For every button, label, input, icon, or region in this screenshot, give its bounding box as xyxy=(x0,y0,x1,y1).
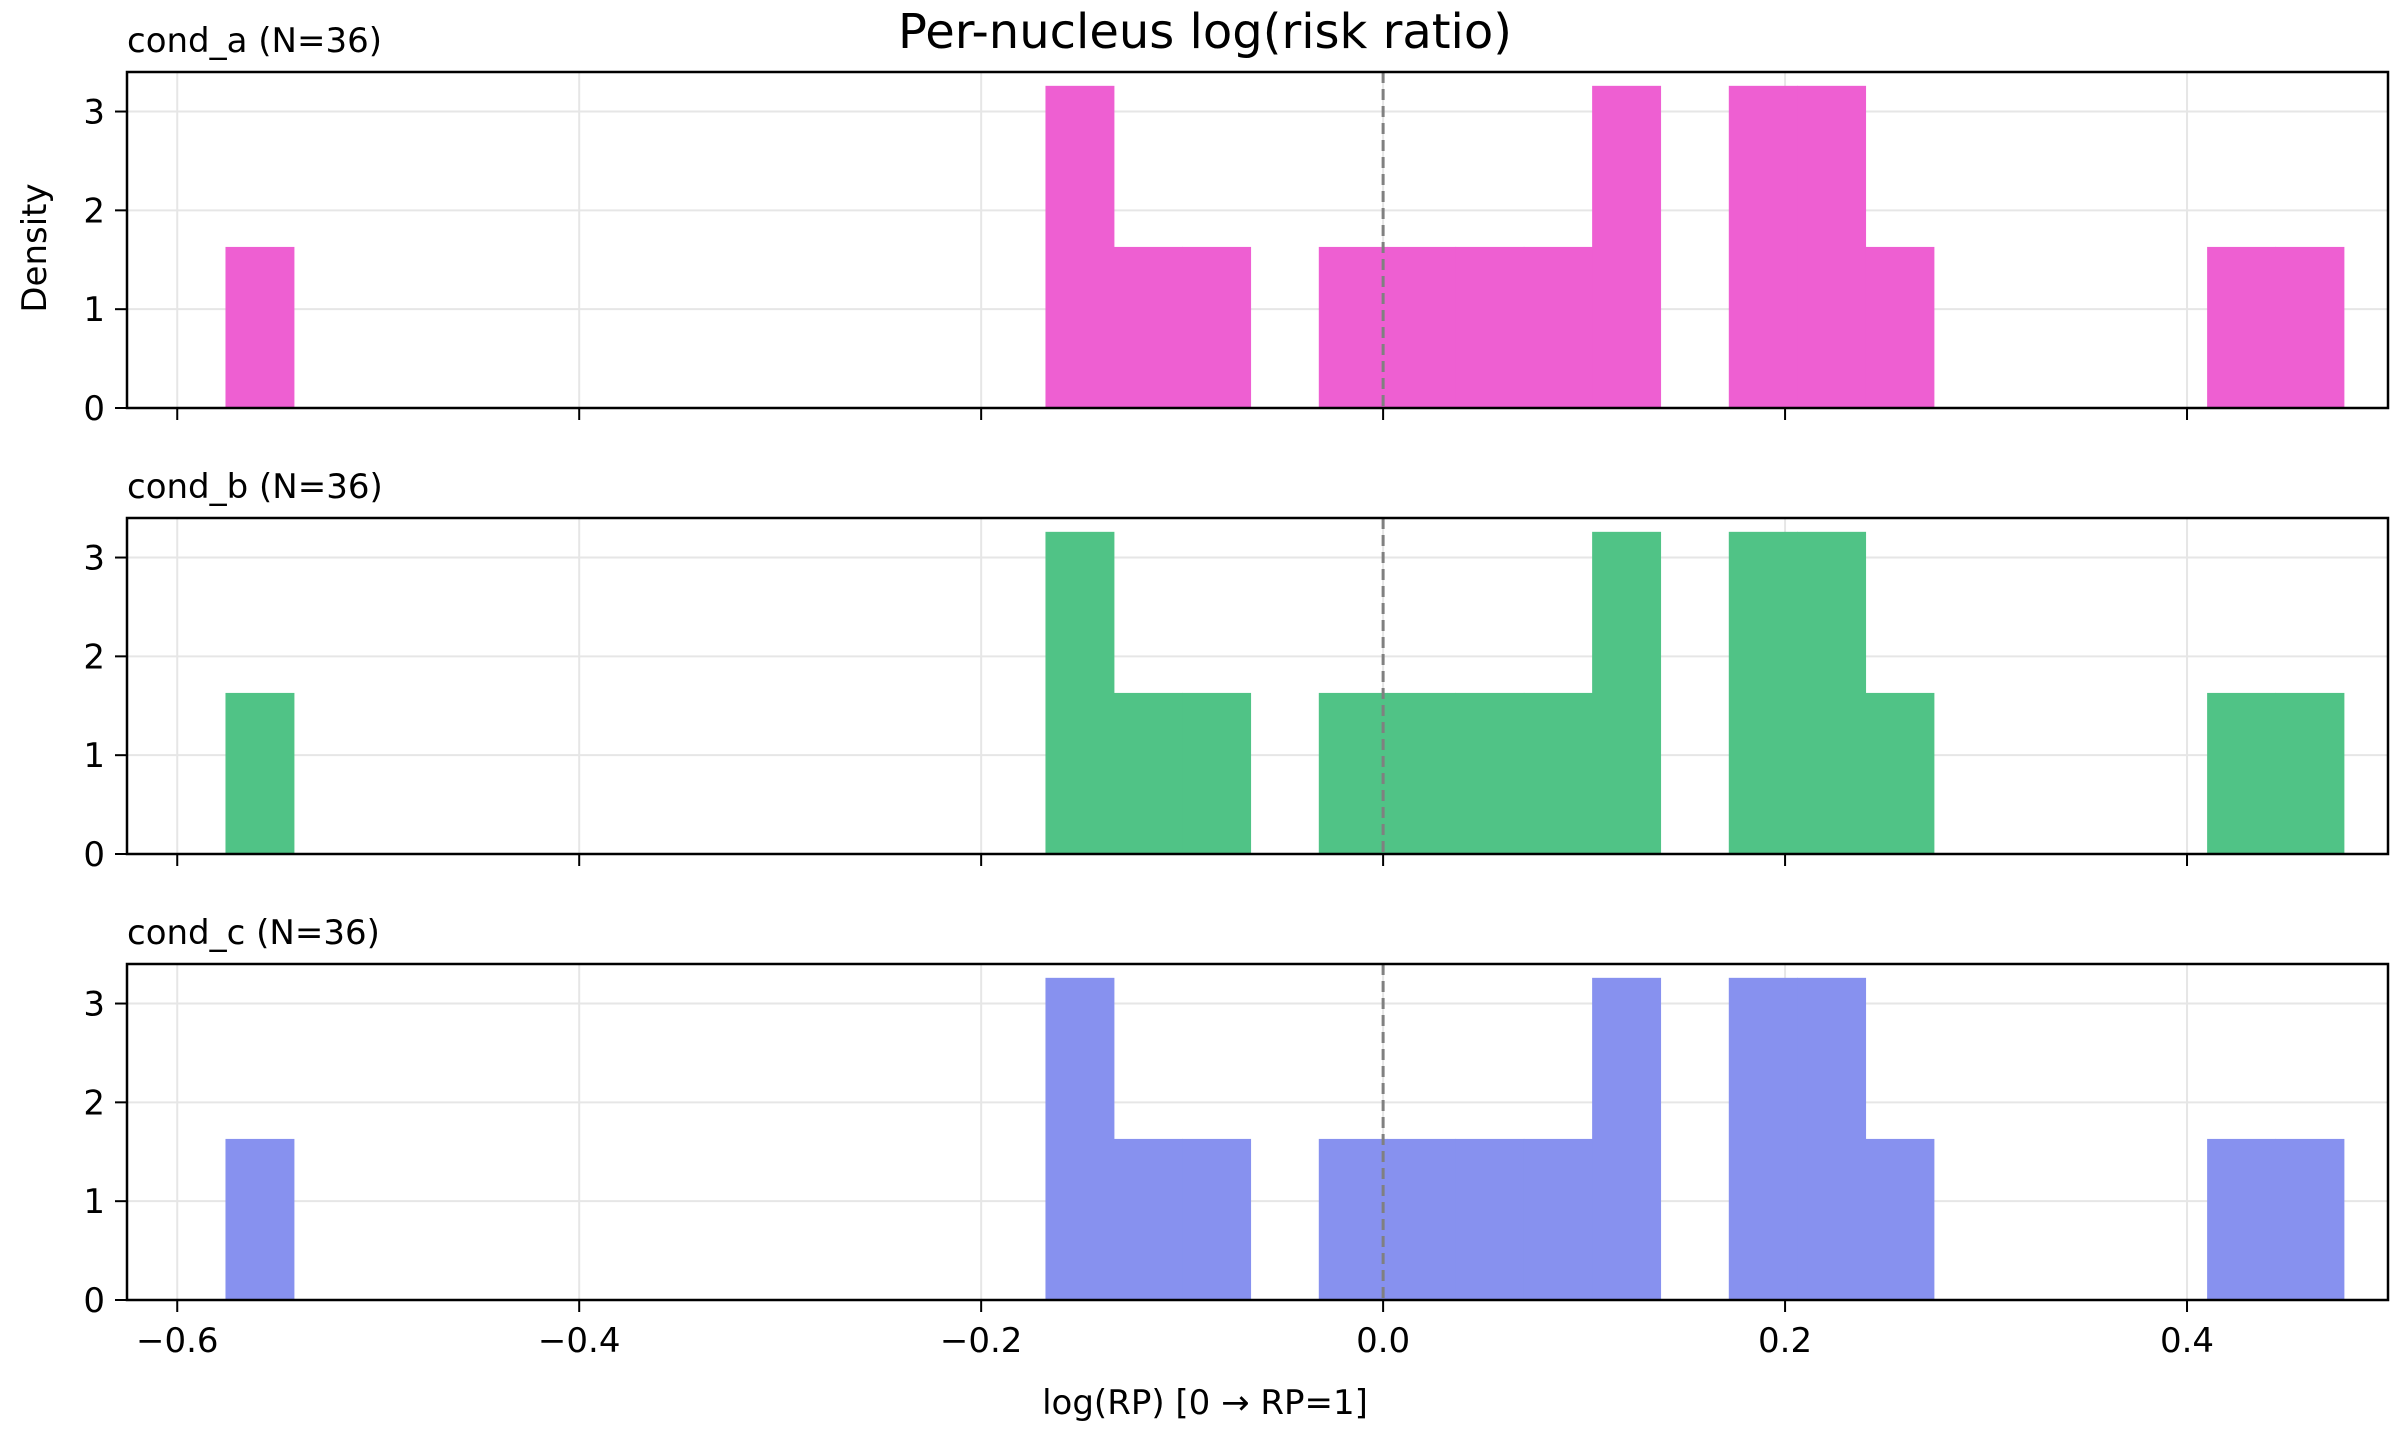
histogram-bar xyxy=(1455,692,1525,854)
histogram-bar xyxy=(1045,977,1115,1300)
histogram-bar xyxy=(1523,246,1593,408)
panel-cond_b: 0 1 2 3 cond_b (N=36) xyxy=(83,467,2390,875)
histogram-bar xyxy=(1797,531,1867,854)
y-tick-label: 3 xyxy=(83,539,105,579)
histogram-bar xyxy=(225,246,295,408)
x-tick-label: 0.0 xyxy=(1356,1321,1410,1361)
panels-container: 0 1 2 3 cond_a (N=36) 0 1 2 3 cond_b (N=36) 0 1 2 3 −0… xyxy=(83,21,2390,1361)
y-tick-label: 1 xyxy=(83,736,105,776)
x-tick-label: −0.4 xyxy=(538,1321,621,1361)
histogram-bar xyxy=(1865,246,1935,408)
histogram-bar xyxy=(2275,692,2345,854)
histogram-bar xyxy=(1523,692,1593,854)
histogram-bar xyxy=(2275,246,2345,408)
y-tick-label: 2 xyxy=(83,637,105,677)
y-tick-label: 2 xyxy=(83,191,105,231)
histogram-bar xyxy=(1865,692,1935,854)
histogram-bar xyxy=(1592,85,1662,408)
panel-title: cond_c (N=36) xyxy=(127,913,380,953)
histogram-bar xyxy=(225,692,295,854)
histogram-bar xyxy=(1455,1138,1525,1300)
histogram-bar xyxy=(1455,246,1525,408)
histogram-bar xyxy=(1113,246,1183,408)
panel-title: cond_a (N=36) xyxy=(127,21,382,61)
histogram-bar xyxy=(1865,1138,1935,1300)
histogram-bar xyxy=(1113,692,1183,854)
histogram-bar xyxy=(1182,246,1252,408)
y-tick-label: 2 xyxy=(83,1083,105,1123)
histogram-bar xyxy=(1797,977,1867,1300)
histogram-bar xyxy=(1318,246,1388,408)
histogram-bar xyxy=(2207,246,2277,408)
y-tick-label: 0 xyxy=(83,835,105,875)
histogram-bar xyxy=(1387,246,1457,408)
panel-frame xyxy=(125,962,2390,1302)
histogram-bar xyxy=(1045,85,1115,408)
histogram-bar xyxy=(1728,977,1798,1300)
y-tick-label: 0 xyxy=(83,1281,105,1321)
histogram-bar xyxy=(2275,1138,2345,1300)
histogram-bar xyxy=(1182,692,1252,854)
histogram-bar xyxy=(225,1138,295,1300)
panel-cond_a: 0 1 2 3 cond_a (N=36) xyxy=(83,21,2390,429)
panel-cond_c: 0 1 2 3 −0.6 −0.4 −0.2 0.0 0.2 0.4 cond_c (N=36) xyxy=(83,913,2390,1361)
histogram-bar xyxy=(1113,1138,1183,1300)
histogram-bar xyxy=(1592,977,1662,1300)
y-tick-label: 3 xyxy=(83,985,105,1025)
histogram-bar xyxy=(2207,692,2277,854)
histogram-bar xyxy=(2207,1138,2277,1300)
chart-title: Per-nucleus log(risk ratio) xyxy=(898,4,1512,60)
x-axis-label: log(RP) [0 → RP=1] xyxy=(1042,1383,1368,1423)
x-tick-label: −0.2 xyxy=(940,1321,1023,1361)
histogram-bar xyxy=(1523,1138,1593,1300)
histogram-bar xyxy=(1387,1138,1457,1300)
histogram-bar xyxy=(1728,531,1798,854)
histogram-bar xyxy=(1318,1138,1388,1300)
y-tick-label: 1 xyxy=(83,290,105,330)
x-tick-label: −0.6 xyxy=(136,1321,219,1361)
histogram-bar xyxy=(1045,531,1115,854)
histogram-bar xyxy=(1318,692,1388,854)
y-axis-label: Density xyxy=(15,183,55,312)
y-tick-label: 1 xyxy=(83,1182,105,1222)
histogram-bar xyxy=(1797,85,1867,408)
panel-frame xyxy=(125,70,2390,410)
histogram-bar xyxy=(1728,85,1798,408)
histogram-bar xyxy=(1592,531,1662,854)
panel-frame xyxy=(125,516,2390,856)
y-tick-label: 3 xyxy=(83,93,105,133)
histogram-bar xyxy=(1387,692,1457,854)
histogram-bar xyxy=(1182,1138,1252,1300)
panel-title: cond_b (N=36) xyxy=(127,467,383,507)
y-tick-label: 0 xyxy=(83,389,105,429)
x-tick-label: 0.4 xyxy=(2160,1321,2214,1361)
x-tick-label: 0.2 xyxy=(1758,1321,1812,1361)
